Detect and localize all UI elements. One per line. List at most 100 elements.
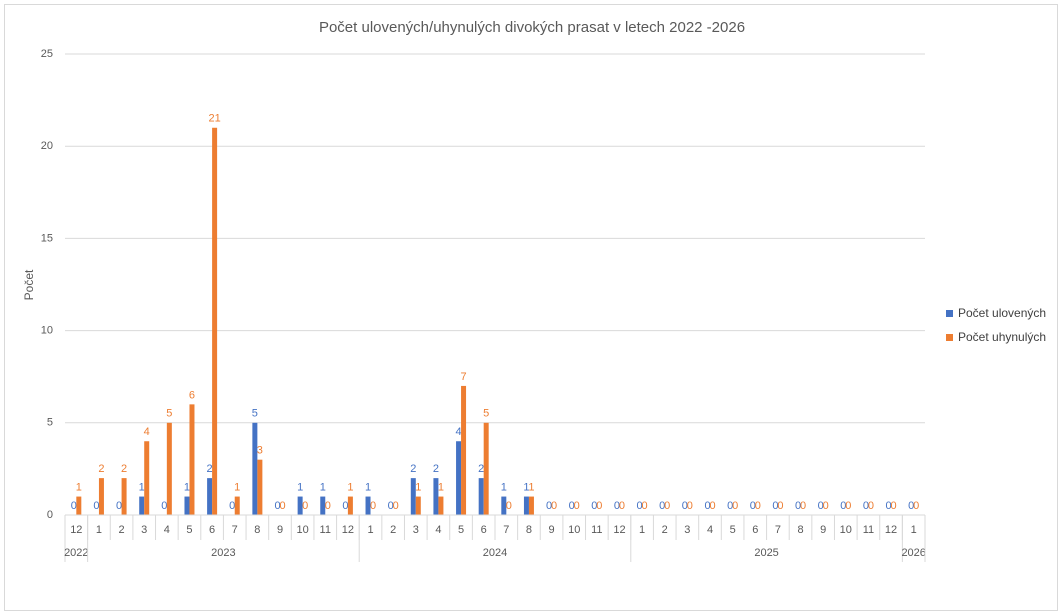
bar	[184, 496, 190, 515]
data-label: 1	[365, 481, 371, 493]
data-label: 0	[551, 500, 557, 512]
data-label: 0	[342, 500, 348, 512]
x-tick-label: 2	[662, 524, 668, 536]
data-label: 0	[732, 500, 738, 512]
data-label: 0	[659, 500, 665, 512]
x-tick-label: 1	[911, 524, 917, 536]
bar	[433, 478, 439, 515]
data-label: 2	[410, 463, 416, 475]
data-label: 0	[868, 500, 874, 512]
data-label: 3	[257, 445, 263, 457]
x-tick-label: 10	[297, 524, 309, 536]
bar	[483, 422, 489, 515]
data-label: 0	[642, 500, 648, 512]
x-tick-label: 12	[70, 524, 82, 536]
data-label: 0	[772, 500, 778, 512]
x-tick-label: 12	[342, 524, 354, 536]
bar	[121, 478, 127, 515]
x-tick-label: 10	[840, 524, 852, 536]
data-label: 0	[755, 500, 761, 512]
data-label: 0	[818, 500, 824, 512]
data-label: 0	[704, 500, 710, 512]
data-label: 0	[890, 500, 896, 512]
data-label: 2	[121, 463, 127, 475]
y-tick-label: 20	[41, 140, 53, 152]
data-label: 0	[116, 500, 122, 512]
bar	[212, 127, 218, 515]
legend-swatch	[946, 334, 953, 341]
data-label: 21	[208, 113, 220, 125]
x-tick-label: 2	[390, 524, 396, 536]
bar	[523, 496, 529, 515]
data-label: 1	[76, 481, 82, 493]
x-tick-label: 6	[752, 524, 758, 536]
x-tick-label: 6	[209, 524, 215, 536]
data-label: 0	[71, 500, 77, 512]
bar	[144, 441, 150, 515]
x-tick-label: 4	[707, 524, 713, 536]
bar	[98, 478, 104, 515]
bar	[257, 459, 263, 515]
x-tick-label: 4	[435, 524, 441, 536]
y-tick-label: 25	[41, 48, 53, 60]
x-tick-label: 11	[591, 524, 602, 536]
data-label: 0	[388, 500, 394, 512]
bar	[207, 478, 213, 515]
bar	[320, 496, 326, 515]
x-tick-label: 7	[232, 524, 238, 536]
data-label: 0	[93, 500, 99, 512]
chart-title: Počet ulovených/uhynulých divokých prasa…	[319, 19, 745, 36]
chart-border	[4, 4, 1058, 611]
data-label: 0	[274, 500, 280, 512]
x-tick-label: 9	[820, 524, 826, 536]
x-tick-label: 4	[164, 524, 170, 536]
data-label: 1	[523, 481, 529, 493]
data-label: 0	[302, 500, 308, 512]
data-label: 6	[189, 389, 195, 401]
data-label: 7	[460, 371, 466, 383]
legend-label: Počet uhynulých	[958, 330, 1046, 344]
x-group-label: 2023	[211, 547, 235, 559]
data-label: 1	[528, 481, 534, 493]
data-label: 1	[438, 481, 444, 493]
data-label: 0	[777, 500, 783, 512]
data-label: 0	[664, 500, 670, 512]
data-label: 1	[139, 481, 145, 493]
data-label: 0	[840, 500, 846, 512]
x-group-label: 2026	[901, 547, 925, 559]
data-label: 0	[823, 500, 829, 512]
data-label: 0	[863, 500, 869, 512]
x-tick-label: 7	[775, 524, 781, 536]
bar	[76, 496, 82, 515]
x-tick-label: 7	[503, 524, 509, 536]
x-tick-label: 6	[481, 524, 487, 536]
bar	[528, 496, 534, 515]
data-label: 0	[161, 500, 167, 512]
data-label: 0	[596, 500, 602, 512]
data-label: 0	[687, 500, 693, 512]
data-label: 1	[234, 481, 240, 493]
x-group-label: 2024	[483, 547, 507, 559]
x-tick-label: 3	[413, 524, 419, 536]
data-label: 0	[279, 500, 285, 512]
x-tick-label: 3	[684, 524, 690, 536]
data-label: 1	[297, 481, 303, 493]
bar	[166, 422, 172, 515]
data-label: 5	[166, 408, 172, 420]
x-tick-label: 9	[277, 524, 283, 536]
bar	[297, 496, 303, 515]
y-tick-label: 10	[41, 325, 53, 337]
data-label: 1	[415, 481, 421, 493]
x-group-label: 2025	[754, 547, 778, 559]
x-tick-label: 12	[613, 524, 625, 536]
data-label: 5	[483, 408, 489, 420]
data-label: 0	[506, 500, 512, 512]
data-label: 0	[795, 500, 801, 512]
data-label: 0	[682, 500, 688, 512]
x-tick-label: 2	[119, 524, 125, 536]
data-label: 0	[569, 500, 575, 512]
bar	[501, 496, 507, 515]
data-label: 2	[478, 463, 484, 475]
x-tick-label: 5	[186, 524, 192, 536]
